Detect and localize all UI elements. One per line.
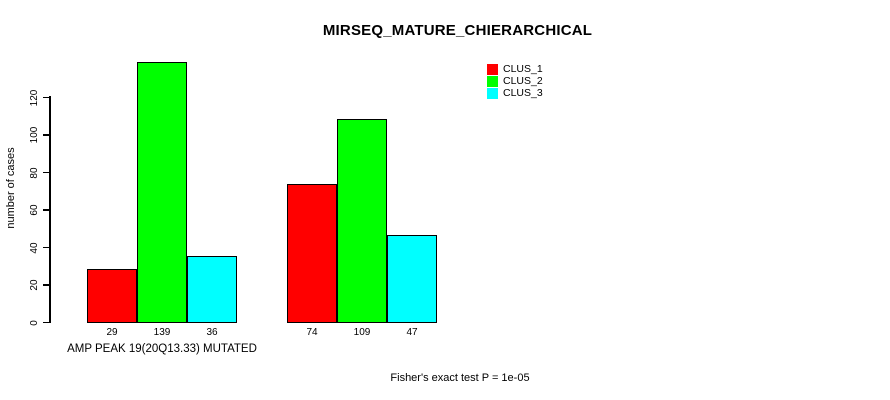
y-axis-tick-label: 40 — [28, 241, 40, 254]
bar-clus_1-group1 — [87, 268, 137, 323]
legend-label: CLUS_2 — [503, 75, 543, 87]
bar-clus_3-group1 — [187, 255, 237, 323]
y-axis-tick-label: 0 — [28, 319, 40, 326]
legend-item: CLUS_2 — [487, 76, 543, 87]
y-axis-tick — [43, 246, 50, 249]
bar-clus_3-group2 — [387, 234, 437, 323]
legend-swatch-clus2 — [487, 76, 498, 87]
y-axis-tick-label: 20 — [28, 279, 40, 291]
bar-value-label: 139 — [153, 327, 171, 338]
legend: CLUS_1 CLUS_2 CLUS_3 — [487, 64, 543, 99]
legend-swatch-clus1 — [487, 64, 498, 75]
bar-value-label: 47 — [406, 327, 418, 338]
y-axis-tick — [43, 209, 50, 211]
bar-clus_1-group2 — [287, 184, 337, 323]
chart-title: MIRSEQ_MATURE_CHIERARCHICAL — [322, 22, 593, 39]
y-axis-tick-label: 100 — [28, 126, 40, 144]
bar-value-label: 36 — [206, 327, 218, 338]
legend-item: CLUS_1 — [487, 64, 543, 75]
y-axis-tick-label: 60 — [28, 204, 40, 216]
legend-swatch-clus3 — [487, 88, 498, 99]
y-axis-tick — [43, 171, 50, 174]
y-axis-label: number of cases — [5, 147, 17, 229]
x-group-label: AMP PEAK 19(20Q13.33) MUTATED — [67, 343, 257, 355]
y-axis-tick — [43, 321, 50, 324]
y-axis-tick — [43, 96, 50, 99]
legend-item: CLUS_3 — [487, 88, 543, 99]
y-axis-tick — [43, 284, 50, 286]
bar-value-label: 74 — [306, 327, 318, 338]
bar-clus_2-group1 — [137, 62, 187, 323]
statistical-test-note: Fisher's exact test P = 1e-05 — [390, 372, 530, 384]
legend-label: CLUS_3 — [503, 87, 543, 99]
bar-clus_2-group2 — [337, 118, 387, 323]
bar-value-label: 29 — [106, 327, 118, 338]
y-axis-tick-label: 120 — [28, 89, 40, 106]
y-axis-tick — [43, 134, 50, 136]
y-axis-tick-label: 80 — [28, 166, 40, 179]
legend-label: CLUS_1 — [503, 63, 543, 75]
bar-value-label: 109 — [353, 327, 371, 338]
